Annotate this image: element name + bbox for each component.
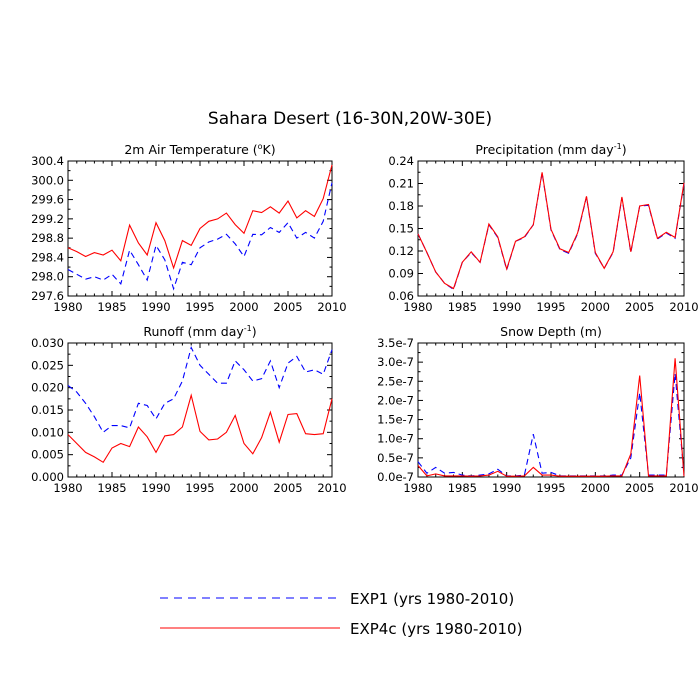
- panel-title-text: Runoff (mm day: [143, 324, 244, 339]
- series-line-exp1: [67, 182, 333, 291]
- y-tick-label: 0.025: [31, 358, 64, 372]
- y-tick-label: 297.6: [31, 289, 64, 303]
- y-tick-label: 0.12: [388, 244, 414, 258]
- panel-title-text: 2m Air Temperature (: [124, 142, 257, 157]
- series-line-exp1: [417, 172, 685, 291]
- series-line-exp4c: [417, 172, 685, 290]
- panel-title-superscript: -1: [614, 142, 622, 151]
- x-tick-label: 1980: [53, 481, 82, 495]
- y-tick-label: 299.2: [31, 212, 64, 226]
- x-tick-label: 1990: [141, 300, 170, 314]
- panel-title-superscript: -1: [244, 324, 252, 333]
- panel-title-suffix: K): [263, 142, 276, 157]
- y-tick-label: 0.0e-7: [377, 470, 414, 484]
- x-tick-label: 1990: [141, 481, 170, 495]
- y-tick-label: 0.020: [31, 381, 64, 395]
- x-tick-label: 2005: [625, 481, 654, 495]
- x-tick-label: 1990: [492, 300, 521, 314]
- x-tick-label: 1995: [536, 300, 565, 314]
- panel-title: Runoff (mm day-1): [143, 324, 256, 339]
- series-line-exp4c: [67, 393, 333, 464]
- panel-title-text: Snow Depth (m): [500, 324, 602, 339]
- y-tick-label: 3.0e-7: [377, 355, 414, 369]
- x-tick-label: 1990: [492, 481, 521, 495]
- x-tick-label: 2010: [317, 481, 346, 495]
- x-tick-label: 2010: [317, 300, 346, 314]
- panel-title-suffix: ): [252, 324, 257, 339]
- y-tick-label: 3.5e-7: [377, 336, 414, 350]
- panel-title-suffix: ): [622, 142, 627, 157]
- x-tick-label: 2010: [669, 300, 698, 314]
- y-tick-label: 0.21: [388, 177, 414, 191]
- y-tick-label: 0.010: [31, 425, 64, 439]
- legend-label-exp4c: EXP4c (yrs 1980-2010): [350, 620, 522, 638]
- y-tick-label: 0.15: [388, 222, 414, 236]
- x-tick-label: 2005: [273, 481, 302, 495]
- x-tick-label: 1985: [448, 481, 477, 495]
- y-tick-label: 0.015: [31, 403, 64, 417]
- panel-title: Snow Depth (m): [500, 324, 602, 339]
- panel-1: Precipitation (mm day-1) 1980 1985 1990 1995…: [388, 142, 698, 314]
- y-tick-label: 298.4: [31, 250, 64, 264]
- y-tick-label: 298.8: [31, 231, 64, 245]
- x-tick-label: 2005: [625, 300, 654, 314]
- y-tick-label: 0.09: [388, 267, 414, 281]
- x-tick-label: 1995: [185, 481, 214, 495]
- x-tick-label: 1995: [185, 300, 214, 314]
- y-tick-label: 0.000: [31, 470, 64, 484]
- y-tick-label: 2.5e-7: [377, 374, 414, 388]
- y-tick-label: 0.18: [388, 199, 414, 213]
- y-tick-label: 299.6: [31, 193, 64, 207]
- panel-0: 2m Air Temperature (oK) 1980 1985 1990 1995 2…: [31, 142, 347, 314]
- x-tick-label: 1985: [448, 300, 477, 314]
- x-tick-label: 2000: [581, 300, 610, 314]
- series-line-exp4c: [417, 358, 685, 477]
- y-tick-label: 1.5e-7: [377, 413, 414, 427]
- y-tick-label: 300.4: [31, 154, 64, 168]
- y-tick-label: 1.0e-7: [377, 432, 414, 446]
- y-tick-label: 2.0e-7: [377, 393, 414, 407]
- legend: EXP1 (yrs 1980-2010) EXP4c (yrs 1980-2010…: [160, 590, 522, 638]
- x-tick-label: 1980: [403, 481, 432, 495]
- y-tick-label: 0.06: [388, 289, 414, 303]
- x-tick-label: 2005: [273, 300, 302, 314]
- plot-frame: [417, 342, 685, 478]
- legend-label-exp1: EXP1 (yrs 1980-2010): [350, 590, 514, 608]
- y-tick-label: 0.030: [31, 336, 64, 350]
- x-tick-label: 1985: [97, 300, 126, 314]
- series-line-exp1: [67, 345, 333, 434]
- plot-frame: [67, 342, 333, 478]
- series-line-exp1: [417, 373, 685, 477]
- x-tick-label: 1980: [403, 300, 432, 314]
- panel-title-superscript: o: [258, 142, 263, 151]
- figure-title: Sahara Desert (16-30N,20W-30E): [208, 109, 492, 129]
- panel-2: Runoff (mm day-1) 1980 1985 1990 1995 2000 200…: [31, 324, 347, 495]
- y-tick-label: 0.5e-7: [377, 451, 414, 465]
- x-tick-label: 2000: [581, 481, 610, 495]
- panel-title: Precipitation (mm day-1): [475, 142, 626, 157]
- x-tick-label: 1995: [536, 481, 565, 495]
- panel-title-text: Precipitation (mm day: [475, 142, 614, 157]
- y-tick-label: 300.0: [31, 173, 64, 187]
- x-tick-label: 1985: [97, 481, 126, 495]
- x-tick-label: 1980: [53, 300, 82, 314]
- y-tick-label: 298.0: [31, 270, 64, 284]
- y-tick-label: 0.005: [31, 448, 64, 462]
- series-line-exp4c: [67, 164, 333, 270]
- y-tick-label: 0.24: [388, 154, 414, 168]
- panel-3: Snow Depth (m) 1980 1985 1990 1995 2000 2005 20…: [377, 324, 698, 495]
- x-tick-label: 2000: [229, 481, 258, 495]
- x-tick-label: 2010: [669, 481, 698, 495]
- x-tick-label: 2000: [229, 300, 258, 314]
- panel-title: 2m Air Temperature (oK): [124, 142, 275, 157]
